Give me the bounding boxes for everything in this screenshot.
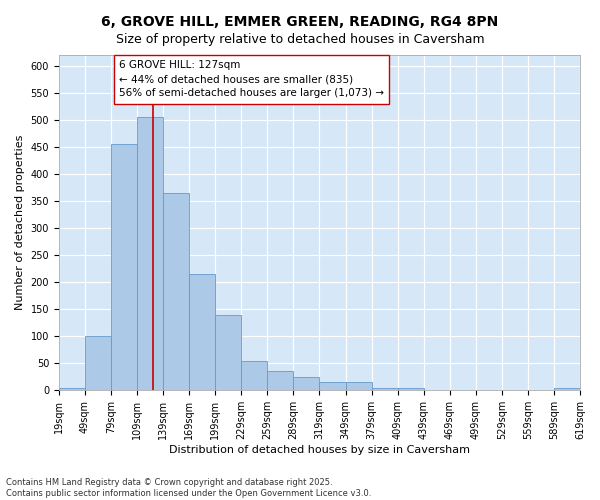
Bar xyxy=(137,117,163,390)
Y-axis label: Number of detached properties: Number of detached properties xyxy=(15,135,25,310)
Bar xyxy=(163,193,189,390)
Bar xyxy=(111,144,137,390)
Bar xyxy=(59,388,85,390)
Bar xyxy=(268,372,293,390)
Bar xyxy=(241,360,268,390)
Text: 6 GROVE HILL: 127sqm
← 44% of detached houses are smaller (835)
56% of semi-deta: 6 GROVE HILL: 127sqm ← 44% of detached h… xyxy=(119,60,384,98)
Bar xyxy=(371,388,398,390)
Text: 6, GROVE HILL, EMMER GREEN, READING, RG4 8PN: 6, GROVE HILL, EMMER GREEN, READING, RG4… xyxy=(101,15,499,29)
Bar xyxy=(85,336,111,390)
Bar xyxy=(398,388,424,390)
Bar xyxy=(189,274,215,390)
X-axis label: Distribution of detached houses by size in Caversham: Distribution of detached houses by size … xyxy=(169,445,470,455)
Text: Size of property relative to detached houses in Caversham: Size of property relative to detached ho… xyxy=(116,32,484,46)
Bar xyxy=(293,377,319,390)
Bar xyxy=(215,314,241,390)
Bar xyxy=(319,382,346,390)
Bar xyxy=(346,382,371,390)
Text: Contains HM Land Registry data © Crown copyright and database right 2025.
Contai: Contains HM Land Registry data © Crown c… xyxy=(6,478,371,498)
Bar xyxy=(554,388,580,390)
